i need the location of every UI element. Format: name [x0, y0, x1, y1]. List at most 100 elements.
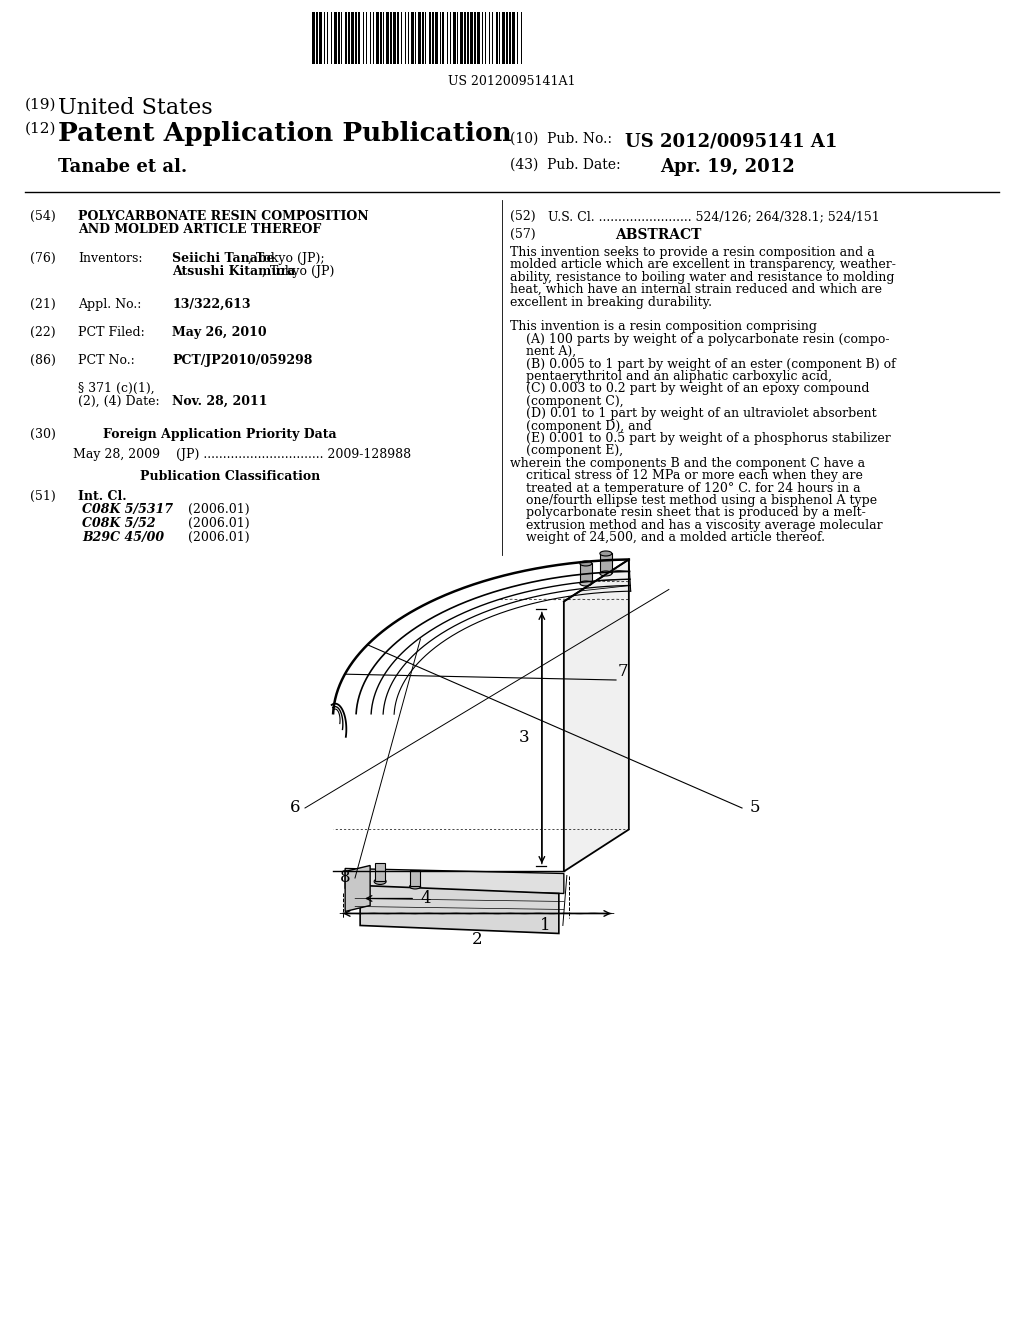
- Polygon shape: [345, 869, 564, 894]
- Text: Nov. 28, 2011: Nov. 28, 2011: [172, 395, 267, 408]
- Text: C08K 5/5317: C08K 5/5317: [82, 503, 173, 516]
- Bar: [338, 12, 340, 63]
- Bar: [474, 12, 476, 63]
- Text: (76): (76): [30, 252, 55, 265]
- Text: one/fourth ellipse test method using a bisphenol A type: one/fourth ellipse test method using a b…: [510, 494, 878, 507]
- Bar: [509, 12, 511, 63]
- Text: pentaerythritol and an aliphatic carboxylic acid,: pentaerythritol and an aliphatic carboxy…: [510, 370, 831, 383]
- Text: (51): (51): [30, 490, 55, 503]
- Bar: [600, 553, 612, 573]
- Text: ability, resistance to boiling water and resistance to molding: ability, resistance to boiling water and…: [510, 271, 895, 284]
- Bar: [386, 12, 389, 63]
- Text: (10)  Pub. No.:: (10) Pub. No.:: [510, 132, 612, 147]
- Text: § 371 (c)(1),: § 371 (c)(1),: [78, 381, 155, 395]
- Bar: [345, 12, 347, 63]
- Bar: [393, 12, 396, 63]
- Text: (19): (19): [25, 98, 56, 112]
- Text: excellent in breaking durability.: excellent in breaking durability.: [510, 296, 712, 309]
- Polygon shape: [564, 560, 629, 871]
- Text: treated at a temperature of 120° C. for 24 hours in a: treated at a temperature of 120° C. for …: [510, 482, 860, 495]
- Text: (E) 0.001 to 0.5 part by weight of a phosphorus stabilizer: (E) 0.001 to 0.5 part by weight of a pho…: [510, 432, 891, 445]
- Text: (2006.01): (2006.01): [188, 531, 250, 544]
- Text: AND MOLDED ARTICLE THEREOF: AND MOLDED ARTICLE THEREOF: [78, 223, 322, 236]
- Text: (2006.01): (2006.01): [188, 517, 250, 531]
- Ellipse shape: [600, 550, 612, 556]
- Bar: [496, 12, 498, 63]
- Bar: [319, 12, 322, 63]
- Text: wherein the components B and the component C have a: wherein the components B and the compone…: [510, 457, 865, 470]
- Text: This invention is a resin composition comprising: This invention is a resin composition co…: [510, 321, 817, 334]
- Text: ABSTRACT: ABSTRACT: [615, 228, 701, 242]
- Bar: [429, 12, 431, 63]
- Bar: [358, 12, 360, 63]
- Text: nent A),: nent A),: [510, 346, 577, 358]
- Text: 6: 6: [290, 800, 300, 817]
- Ellipse shape: [580, 561, 592, 566]
- Bar: [375, 863, 385, 882]
- Text: Foreign Application Priority Data: Foreign Application Priority Data: [103, 428, 337, 441]
- Ellipse shape: [374, 879, 386, 884]
- Text: extrusion method and has a viscosity average molecular: extrusion method and has a viscosity ave…: [510, 519, 883, 532]
- Text: molded article which are excellent in transparency, weather-: molded article which are excellent in tr…: [510, 259, 896, 272]
- Bar: [580, 564, 592, 583]
- Text: (86): (86): [30, 354, 56, 367]
- Bar: [422, 12, 424, 63]
- Ellipse shape: [600, 572, 612, 576]
- Text: Apr. 19, 2012: Apr. 19, 2012: [660, 158, 795, 176]
- Text: (43)  Pub. Date:: (43) Pub. Date:: [510, 158, 621, 172]
- Text: , Tokyo (JP): , Tokyo (JP): [262, 265, 335, 279]
- Text: United States: United States: [58, 96, 213, 119]
- Bar: [380, 12, 382, 63]
- Text: (30): (30): [30, 428, 56, 441]
- Text: 8: 8: [340, 870, 350, 887]
- Polygon shape: [360, 886, 559, 933]
- Text: Appl. No.:: Appl. No.:: [78, 298, 141, 312]
- Text: (57): (57): [510, 228, 536, 242]
- Text: Tanabe et al.: Tanabe et al.: [58, 158, 187, 176]
- Text: (21): (21): [30, 298, 55, 312]
- Text: POLYCARBONATE RESIN COMPOSITION: POLYCARBONATE RESIN COMPOSITION: [78, 210, 369, 223]
- Bar: [477, 12, 480, 63]
- Text: Int. Cl.: Int. Cl.: [78, 490, 127, 503]
- Text: May 28, 2009    (JP) ............................... 2009-128988: May 28, 2009 (JP) ......................…: [73, 447, 411, 461]
- Text: Atsushi Kitamura: Atsushi Kitamura: [172, 265, 295, 279]
- Bar: [348, 12, 350, 63]
- Text: (2006.01): (2006.01): [188, 503, 250, 516]
- Text: 2: 2: [472, 932, 482, 949]
- Text: (2), (4) Date:: (2), (4) Date:: [78, 395, 160, 408]
- Text: Inventors:: Inventors:: [78, 252, 142, 265]
- Text: critical stress of 12 MPa or more each when they are: critical stress of 12 MPa or more each w…: [510, 469, 863, 482]
- Bar: [502, 12, 505, 63]
- Bar: [312, 12, 315, 63]
- Bar: [418, 12, 421, 63]
- Text: Patent Application Publication: Patent Application Publication: [58, 121, 512, 147]
- Text: weight of 24,500, and a molded article thereof.: weight of 24,500, and a molded article t…: [510, 531, 825, 544]
- Bar: [506, 12, 508, 63]
- Bar: [390, 12, 392, 63]
- Bar: [397, 12, 399, 63]
- Text: B29C 45/00: B29C 45/00: [82, 531, 164, 544]
- Bar: [467, 12, 469, 63]
- Text: 13/322,613: 13/322,613: [172, 298, 251, 312]
- Text: Seiichi Tanabe: Seiichi Tanabe: [172, 252, 274, 265]
- Text: 4: 4: [420, 890, 431, 907]
- Bar: [411, 870, 420, 887]
- Ellipse shape: [580, 581, 592, 586]
- Bar: [334, 12, 337, 63]
- Bar: [464, 12, 466, 63]
- Text: U.S. Cl. ........................ 524/126; 264/328.1; 524/151: U.S. Cl. ........................ 524/12…: [548, 210, 880, 223]
- Bar: [376, 12, 379, 63]
- Bar: [460, 12, 463, 63]
- Text: May 26, 2010: May 26, 2010: [172, 326, 266, 339]
- Text: PCT No.:: PCT No.:: [78, 354, 135, 367]
- Bar: [470, 12, 473, 63]
- Text: (22): (22): [30, 326, 55, 339]
- Text: PCT/JP2010/059298: PCT/JP2010/059298: [172, 354, 312, 367]
- Text: (12): (12): [25, 121, 56, 136]
- Text: US 2012/0095141 A1: US 2012/0095141 A1: [625, 132, 838, 150]
- Text: (component D), and: (component D), and: [510, 420, 651, 433]
- Text: This invention seeks to provide a resin composition and a: This invention seeks to provide a resin …: [510, 246, 874, 259]
- Text: 7: 7: [618, 664, 629, 681]
- Text: US 20120095141A1: US 20120095141A1: [449, 75, 575, 88]
- Bar: [355, 12, 357, 63]
